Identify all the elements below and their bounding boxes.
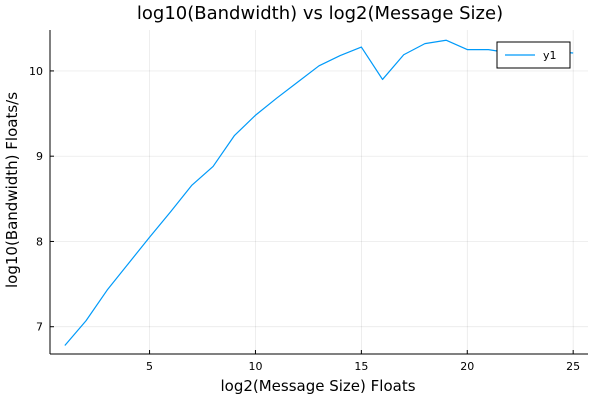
x-tick-label: 25	[566, 360, 580, 373]
grid	[50, 30, 588, 354]
y-tick-label: 7	[36, 321, 43, 334]
y-tick-label: 9	[36, 150, 43, 163]
y-tick-label: 10	[29, 65, 43, 78]
x-tick-label: 15	[354, 360, 368, 373]
legend: y1	[496, 41, 571, 69]
axes	[49, 30, 588, 355]
series-lines	[64, 39, 574, 346]
x-tick-label: 10	[248, 360, 262, 373]
y-tick-label: 8	[36, 235, 43, 248]
series-line-y1	[64, 39, 574, 346]
x-tick-label: 20	[460, 360, 474, 373]
tick-labels: 5 10 15 20 25 7 8 9 10	[29, 65, 580, 373]
legend-label: y1	[543, 49, 557, 62]
y-axis-label: log10(Bandwidth) Floats/s	[3, 92, 21, 288]
x-tick-label: 5	[146, 360, 153, 373]
chart-title: log10(Bandwidth) vs log2(Message Size)	[137, 3, 503, 24]
x-axis-label: log2(Message Size) Floats	[220, 377, 415, 395]
